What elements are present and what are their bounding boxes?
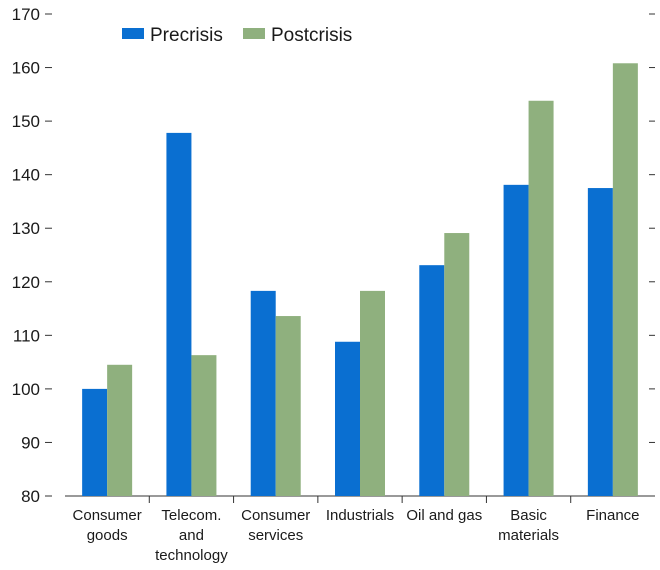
y-tick-labels: 80 90 100 110 120 130 140 150 160 170	[12, 5, 40, 506]
bar-postcrisis	[107, 364, 133, 496]
x-category-label: Finance	[586, 507, 639, 524]
bar-precrisis	[419, 265, 445, 496]
bar-postcrisis	[191, 355, 217, 496]
bar-postcrisis	[528, 100, 554, 496]
x-category-label: Consumer goods	[73, 507, 142, 544]
bar-precrisis	[82, 388, 108, 496]
bar-postcrisis	[612, 63, 638, 496]
bar-postcrisis	[360, 290, 385, 496]
y-tick-label: 120	[12, 273, 40, 292]
legend: Precrisis Postcrisis	[122, 25, 352, 46]
bar-precrisis	[250, 290, 276, 496]
y-tick-label: 170	[12, 5, 40, 24]
x-category-label: Consumer services	[241, 507, 310, 544]
bar-precrisis	[587, 188, 613, 497]
y-tick-label: 160	[12, 59, 40, 78]
legend-swatch-postcrisis	[243, 28, 265, 39]
y-tick-label: 150	[12, 112, 40, 131]
x-category-label: Basic materials	[498, 507, 559, 544]
bar-precrisis	[166, 132, 192, 497]
bar-postcrisis	[275, 316, 301, 496]
legend-label-precrisis: Precrisis	[150, 25, 223, 46]
x-category-labels: Consumer goods Telecom. and technology Consum…	[73, 507, 640, 564]
y-tick-label: 130	[12, 219, 40, 238]
bar-precrisis	[503, 184, 529, 496]
y-tick-label: 140	[12, 166, 40, 185]
bars	[82, 63, 638, 497]
y-tick-label: 80	[21, 487, 40, 506]
y-tick-label: 90	[21, 433, 40, 452]
bar-precrisis	[335, 341, 360, 496]
x-category-label: Industrials	[326, 507, 394, 524]
legend-label-postcrisis: Postcrisis	[271, 25, 352, 46]
x-category-label: Oil and gas	[406, 507, 482, 524]
bar-postcrisis	[444, 233, 470, 496]
y-tick-label: 100	[12, 380, 40, 399]
x-category-label: Telecom. and technology	[155, 507, 228, 564]
y-tick-label: 110	[13, 326, 40, 345]
legend-swatch-precrisis	[122, 28, 144, 39]
